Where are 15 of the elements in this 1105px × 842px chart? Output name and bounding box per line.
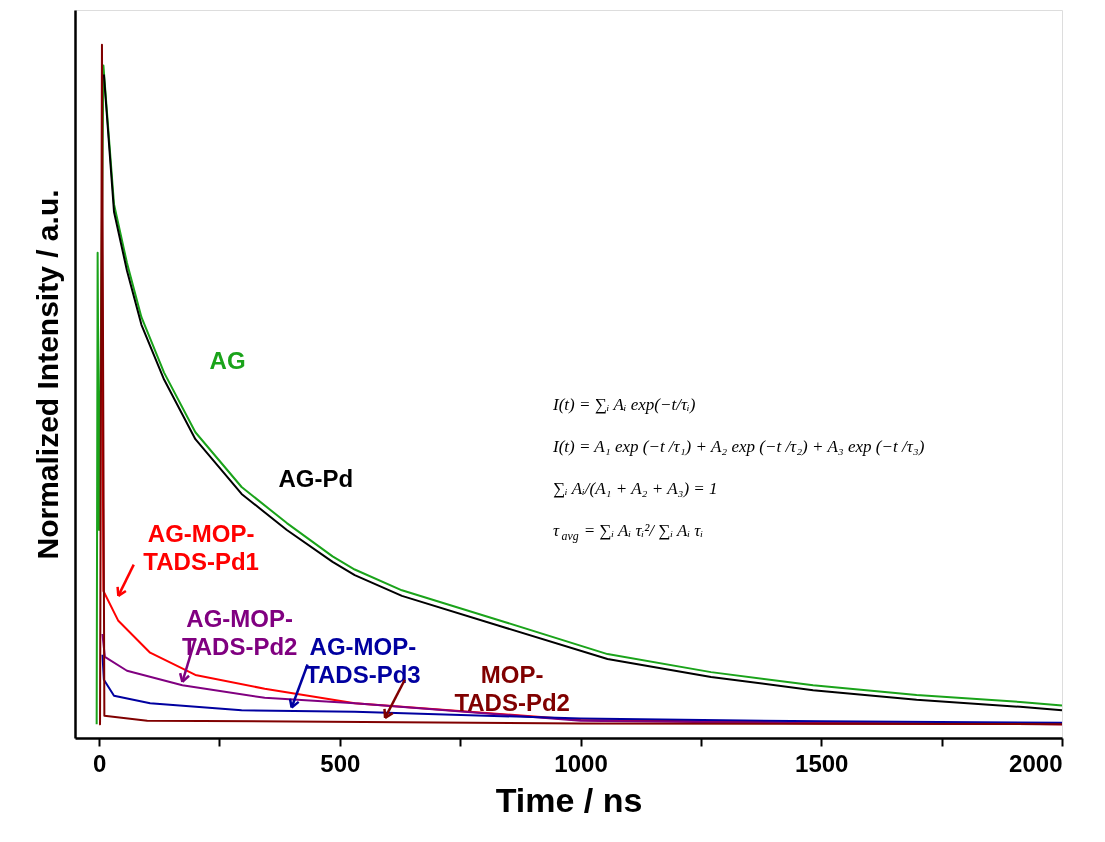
x-tick-label: 1500 xyxy=(795,749,849,777)
series-label: MOP-TADS-Pd2 xyxy=(454,660,570,716)
x-tick-label: 2000 xyxy=(1009,749,1063,777)
series-label: AG-Pd xyxy=(278,465,354,493)
annotation: I(t) = ∑ᵢ Aᵢ exp(−t/τᵢ) xyxy=(552,395,696,414)
x-tick-label: 0 xyxy=(92,749,107,777)
x-axis-title: Time / ns xyxy=(495,780,643,819)
series-label: AG-MOP-TADS-Pd1 xyxy=(143,519,259,575)
annotation: I(t) = A₁ exp (−t /τ₁) + A₂ exp (−t /τ₂) + A₃ exp (−t /τ₃) xyxy=(552,437,925,456)
y-axis-title: Normalized Intensity / a.u. xyxy=(30,189,64,560)
series-label: AG xyxy=(209,346,246,374)
series-label: AG-MOP-TADS-Pd3 xyxy=(305,632,421,688)
annotation: ∑ᵢ Aᵢ/(A₁ + A₂ + A₃) = 1 xyxy=(553,479,718,498)
x-tick-label: 1000 xyxy=(554,749,608,777)
x-tick-label: 500 xyxy=(320,749,361,777)
